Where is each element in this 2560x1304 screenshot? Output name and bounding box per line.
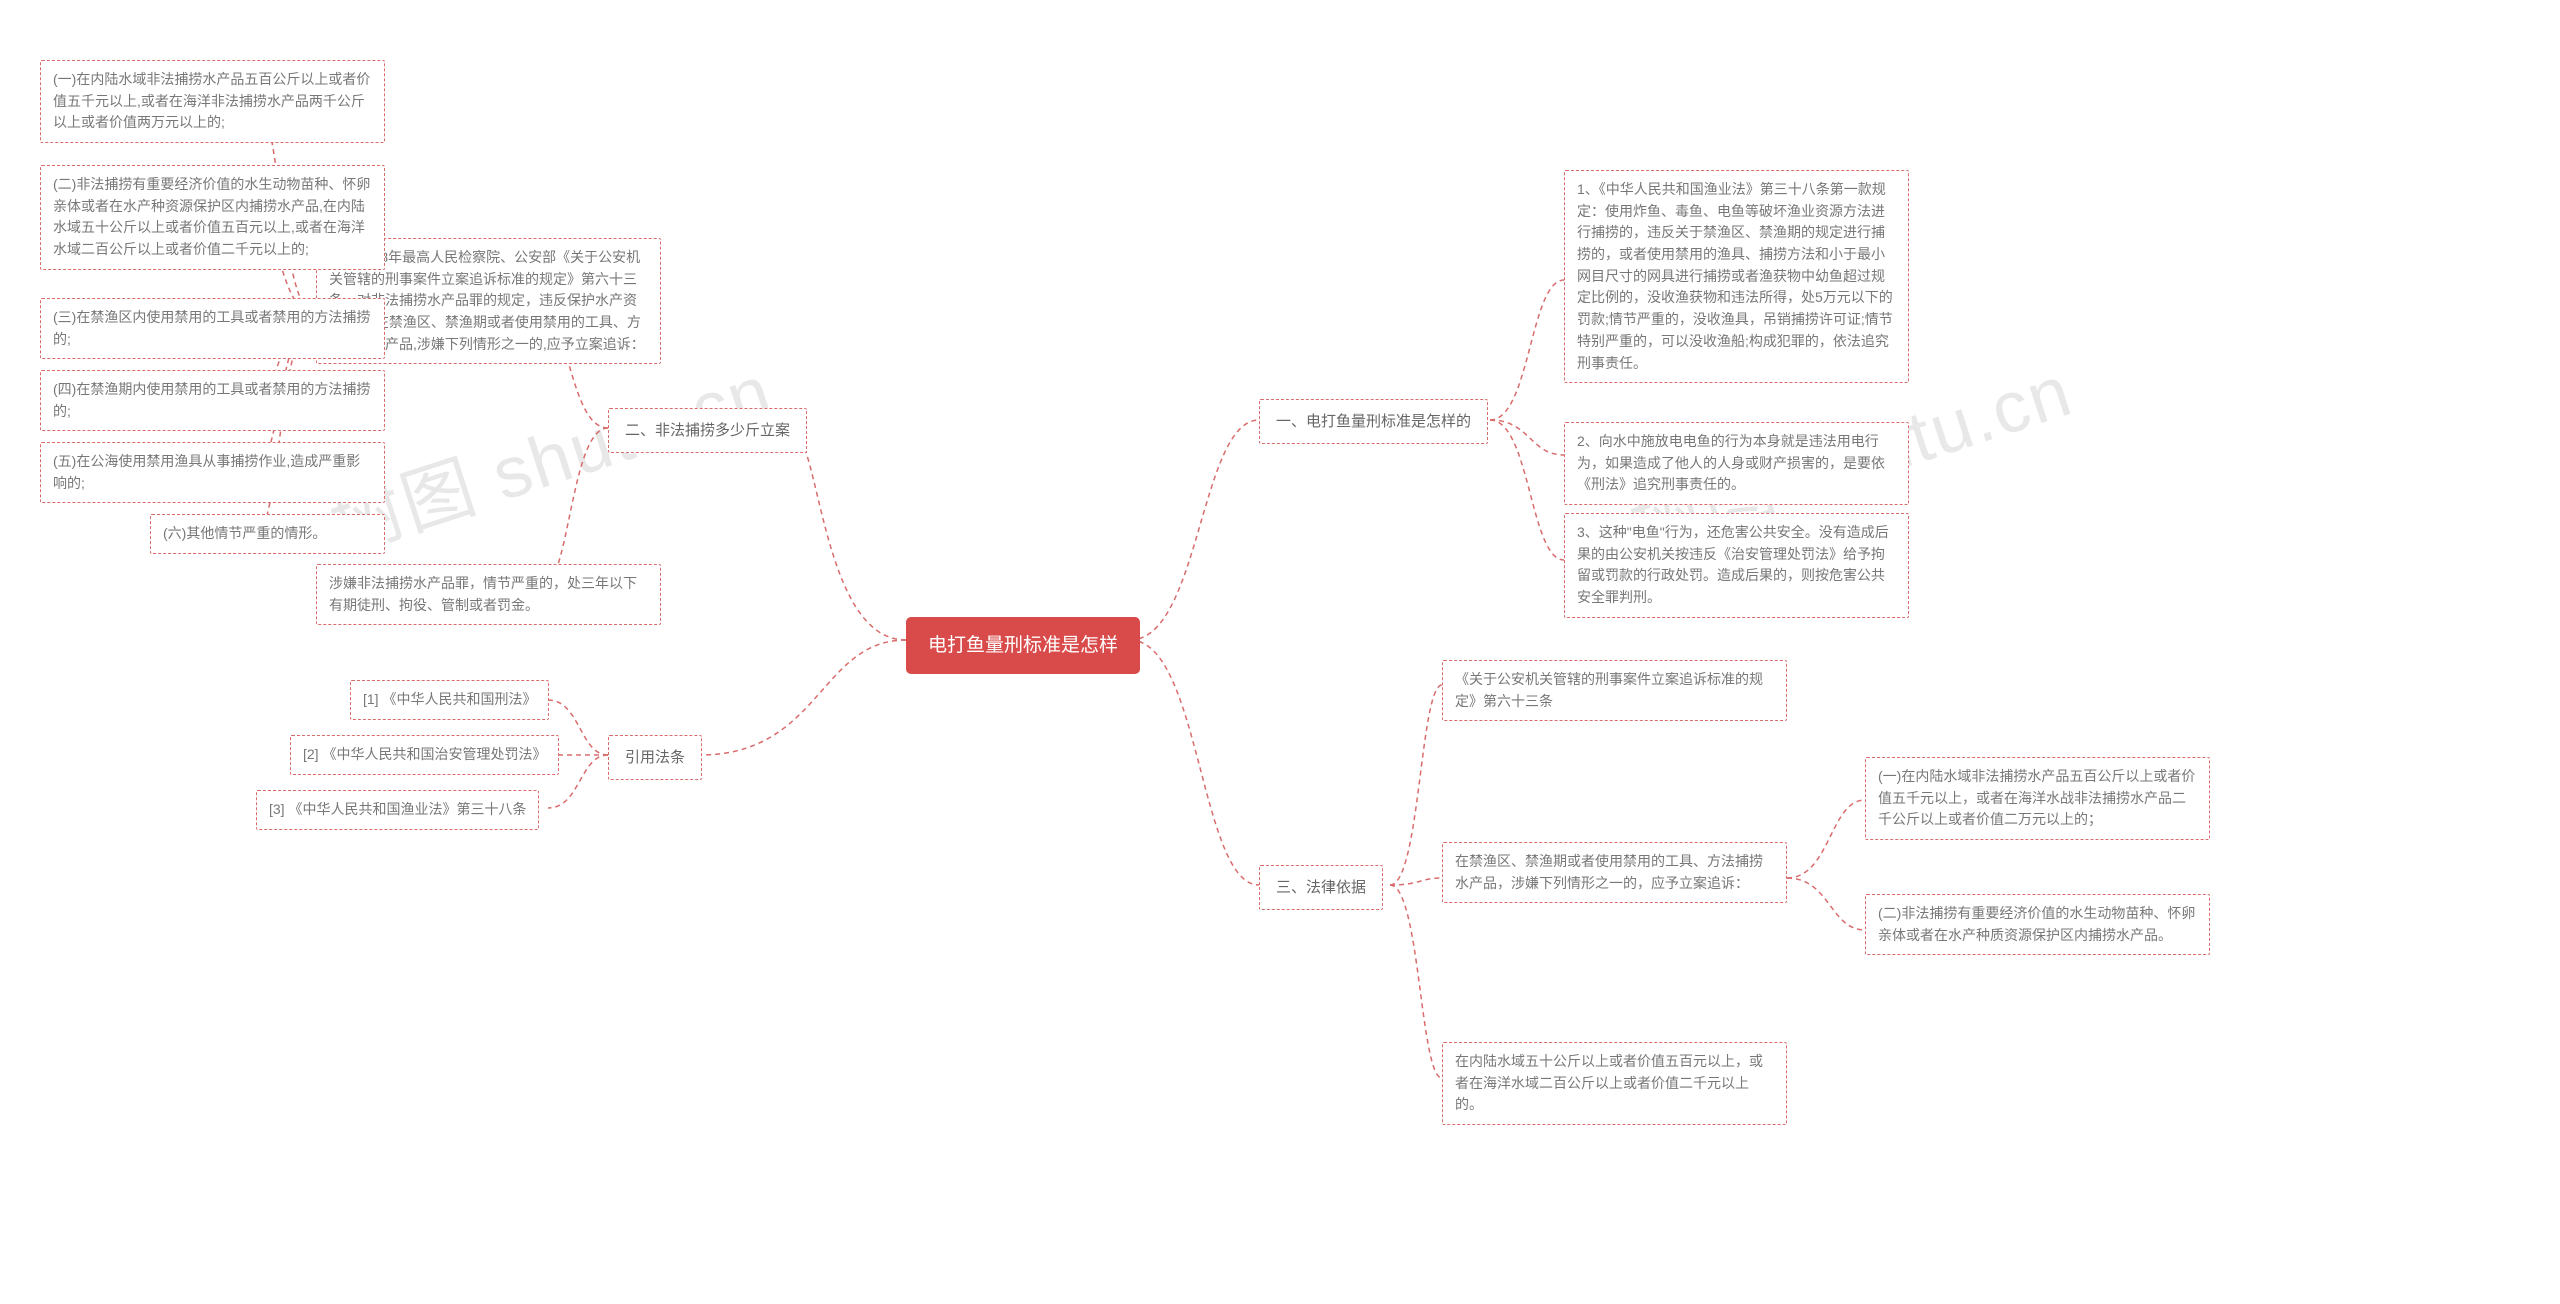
branch-2-sub-1: (一)在内陆水域非法捕捞水产品五百公斤以上或者价值五千元以上,或者在海洋非法捕捞… [40,60,385,143]
branch-1-title: 一、电打鱼量刑标准是怎样的 [1259,399,1488,444]
branch-2-item-2: 涉嫌非法捕捞水产品罪，情节严重的，处三年以下有期徒刑、拘役、管制或者罚金。 [316,564,661,625]
ref-title: 引用法条 [608,735,702,780]
branch-3-sub-1: (一)在内陆水域非法捕捞水产品五百公斤以上或者价值五千元以上，或者在海洋水战非法… [1865,757,2210,840]
branch-1-item-1: 1、《中华人民共和国渔业法》第三十八条第一款规定：使用炸鱼、毒鱼、电鱼等破坏渔业… [1564,170,1909,383]
branch-2-sub-4: (四)在禁渔期内使用禁用的工具或者禁用的方法捕捞的; [40,370,385,431]
ref-item-1: [1] 《中华人民共和国刑法》 [350,680,549,720]
branch-3-sub-2: (二)非法捕捞有重要经济价值的水生动物苗种、怀卵亲体或者在水产种质资源保护区内捕… [1865,894,2210,955]
branch-3-item-2: 在禁渔区、禁渔期或者使用禁用的工具、方法捕捞水产品，涉嫌下列情形之一的，应予立案… [1442,842,1787,903]
branch-3-title: 三、法律依据 [1259,865,1383,910]
branch-3-item-3: 在内陆水域五十公斤以上或者价值五百元以上，或者在海洋水域二百公斤以上或者价值二千… [1442,1042,1787,1125]
ref-item-2: [2] 《中华人民共和国治安管理处罚法》 [290,735,559,775]
branch-2-sub-2: (二)非法捕捞有重要经济价值的水生动物苗种、怀卵亲体或者在水产种资源保护区内捕捞… [40,165,385,270]
branch-1-item-2: 2、向水中施放电电鱼的行为本身就是违法用电行为，如果造成了他人的人身或财产损害的… [1564,422,1909,505]
branch-2-title: 二、非法捕捞多少斤立案 [608,408,807,453]
branch-1-item-3: 3、这种"电鱼"行为，还危害公共安全。没有造成后果的由公安机关按违反《治安管理处… [1564,513,1909,618]
ref-item-3: [3] 《中华人民共和国渔业法》第三十八条 [256,790,539,830]
branch-2-sub-6: (六)其他情节严重的情形。 [150,514,385,554]
branch-3-item-1: 《关于公安机关管辖的刑事案件立案追诉标准的规定》第六十三条 [1442,660,1787,721]
branch-2-sub-5: (五)在公海使用禁用渔具从事捕捞作业,造成严重影响的; [40,442,385,503]
branch-2-sub-3: (三)在禁渔区内使用禁用的工具或者禁用的方法捕捞的; [40,298,385,359]
root-node: 电打鱼量刑标准是怎样 [906,617,1140,674]
